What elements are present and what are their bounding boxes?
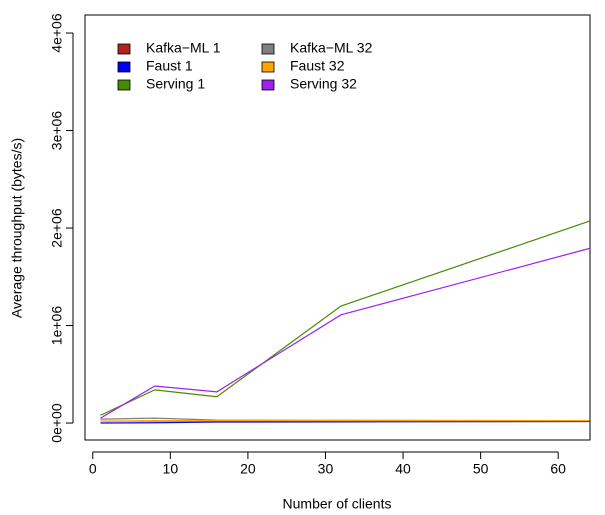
series-line — [100, 220, 590, 416]
x-tick-label: 30 — [318, 461, 334, 477]
x-tick-label: 20 — [240, 461, 256, 477]
legend-swatch — [117, 61, 131, 73]
legend-swatch — [261, 43, 275, 55]
x-tick-label: 50 — [473, 461, 489, 477]
legend-label: Serving 1 — [146, 76, 205, 92]
x-tick-label: 40 — [395, 461, 411, 477]
x-tick-label: 10 — [163, 461, 179, 477]
x-axis-label: Number of clients — [283, 496, 392, 512]
y-tick-label: 0e+00 — [49, 403, 65, 443]
y-tick-label: 1e+06 — [49, 306, 65, 346]
x-tick-label: 60 — [550, 461, 566, 477]
y-tick-label: 4e+06 — [49, 13, 65, 53]
legend-label: Faust 1 — [146, 58, 193, 74]
y-tick-label: 3e+06 — [49, 111, 65, 151]
legend-label: Kafka−ML 1 — [146, 40, 221, 56]
y-tick-label: 2e+06 — [49, 208, 65, 248]
plot-box — [84, 14, 591, 441]
legend-label: Faust 32 — [290, 58, 345, 74]
legend-label: Kafka−ML 32 — [290, 40, 373, 56]
y-axis-label: Average throughput (bytes/s) — [9, 138, 25, 318]
legend-swatch — [117, 43, 131, 55]
x-tick-label: 0 — [89, 461, 97, 477]
legend-swatch — [261, 61, 275, 73]
legend-swatch — [117, 79, 131, 91]
legend-swatch — [261, 79, 275, 91]
legend-label: Serving 32 — [290, 76, 357, 92]
series-line — [100, 420, 590, 424]
series-line — [100, 247, 590, 419]
